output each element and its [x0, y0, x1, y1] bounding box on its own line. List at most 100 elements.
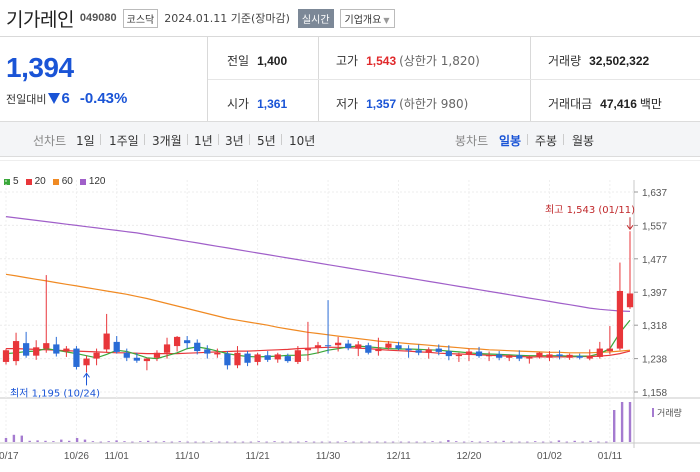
- open-label: 시가: [227, 97, 250, 111]
- price-change: 전일대비 6 -0.43%: [6, 90, 127, 107]
- volume-bar: [549, 441, 553, 443]
- period-10y[interactable]: 10년: [289, 134, 316, 148]
- company-info-label: 기업개요: [344, 14, 382, 26]
- candle-body: [23, 343, 30, 356]
- low-annotation: 최저 1,195 (10/24): [10, 387, 100, 399]
- divider: [144, 134, 145, 145]
- volume-bar: [597, 441, 600, 443]
- volume-bar: [289, 441, 292, 443]
- volume-bar: [99, 441, 102, 443]
- period-3m[interactable]: 3개월: [152, 134, 182, 148]
- period-5y[interactable]: 5년: [257, 134, 276, 148]
- candle-body: [455, 354, 463, 357]
- candle-body: [475, 351, 483, 357]
- header-divider: [0, 36, 700, 37]
- volume-bar: [510, 441, 513, 443]
- candle-body: [314, 345, 322, 348]
- candle-daily[interactable]: 일봉: [499, 134, 522, 148]
- candle-body: [184, 340, 191, 344]
- realtime-button[interactable]: 실시간: [297, 8, 334, 28]
- candle-body: [324, 345, 332, 347]
- legend-swatch: [4, 178, 10, 185]
- volume-stat: 거래량 32,502,322: [548, 52, 649, 69]
- candle-body: [63, 348, 70, 352]
- y-tick-label: 1,637: [642, 188, 667, 199]
- candle-body: [496, 354, 503, 358]
- legend-swatch: [52, 178, 59, 185]
- volume-bar: [28, 440, 31, 442]
- volume-bar: [233, 441, 237, 443]
- volume-bar: [249, 441, 253, 443]
- volume-bar: [312, 441, 316, 443]
- volume-bar: [178, 441, 181, 442]
- company-info-dropdown[interactable]: 기업개요 ▼: [339, 8, 395, 28]
- volume-bar: [486, 441, 490, 442]
- candle-body: [73, 348, 80, 367]
- down-triangle-icon: [48, 93, 61, 104]
- candle-body: [163, 344, 171, 353]
- candle-body: [435, 348, 442, 352]
- volume-bar: [75, 438, 79, 442]
- volume-bar: [273, 441, 276, 442]
- candle-body: [214, 352, 221, 355]
- lower-limit: (하한가 980): [399, 97, 469, 111]
- volume-bar: [605, 441, 608, 443]
- stock-header: 기가레인 049080 코스닥 2024.01.11 기준(장마감) 실시간 기…: [0, 0, 700, 36]
- prev-close: 전일 1,400: [227, 52, 287, 69]
- candle-body: [506, 355, 513, 358]
- volume-bar: [146, 440, 150, 442]
- legend-swatch: [79, 178, 86, 185]
- volume-bar: [494, 441, 497, 443]
- volume-bar: [352, 441, 355, 443]
- candle-body: [616, 290, 624, 349]
- period-3y[interactable]: 3년: [225, 134, 244, 148]
- volume-bar: [439, 441, 442, 443]
- volume-bar: [52, 441, 55, 442]
- candle-weekly[interactable]: 주봉: [535, 134, 558, 148]
- market-badge: 코스닥: [122, 8, 159, 28]
- volume-bar: [257, 441, 260, 442]
- volume-bar: [462, 441, 466, 443]
- candle-body: [365, 345, 372, 353]
- high-arrow-head: [626, 224, 634, 231]
- volume-bar: [628, 402, 632, 442]
- x-tick-label: 10/17: [0, 451, 19, 462]
- y-tick-label: 1,477: [642, 255, 667, 266]
- candle-body: [335, 342, 342, 346]
- candle-body: [53, 344, 60, 354]
- volume-bar: [297, 441, 300, 443]
- candle-body: [556, 354, 563, 357]
- candle-body: [12, 341, 20, 362]
- volume-bar: [415, 441, 418, 443]
- candle-body: [405, 348, 412, 351]
- volume-bar: [613, 410, 616, 442]
- open-value: 1,361: [257, 97, 288, 111]
- volume-bar: [281, 441, 284, 443]
- candle-body: [83, 358, 90, 366]
- candlestick-chart[interactable]: 거래량 1,6371,5571,4771,3971,3181,2381,158 …: [0, 160, 700, 472]
- volume-bar: [4, 438, 8, 442]
- period-1y[interactable]: 1년: [194, 134, 213, 148]
- divider: [527, 134, 528, 145]
- x-tick-label: 12/20: [456, 451, 481, 462]
- legend-item: 120: [79, 176, 106, 187]
- x-axis: 10/17 10/26 11/01 11/10 11/21 11/30 12/11 12/20…: [0, 451, 622, 462]
- divider: [249, 134, 250, 145]
- volume-bar: [478, 441, 482, 443]
- candle-body: [586, 355, 593, 359]
- divider: [208, 79, 700, 80]
- volume-bar: [67, 440, 71, 442]
- candle-body: [234, 352, 241, 366]
- trade-value-label: 거래대금: [548, 97, 593, 111]
- legend-label: 60: [61, 176, 73, 187]
- candle-monthly[interactable]: 월봉: [572, 134, 595, 148]
- candle-body: [385, 343, 392, 348]
- volume-bar: [589, 440, 592, 442]
- period-1w[interactable]: 1주일: [109, 134, 139, 148]
- prev-close-value: 1,400: [257, 54, 288, 68]
- x-tick-label: 11/30: [316, 451, 341, 462]
- period-1d[interactable]: 1일: [76, 134, 95, 148]
- candle-body: [274, 354, 281, 360]
- volume-bar: [368, 441, 371, 443]
- volume-bar: [115, 440, 118, 442]
